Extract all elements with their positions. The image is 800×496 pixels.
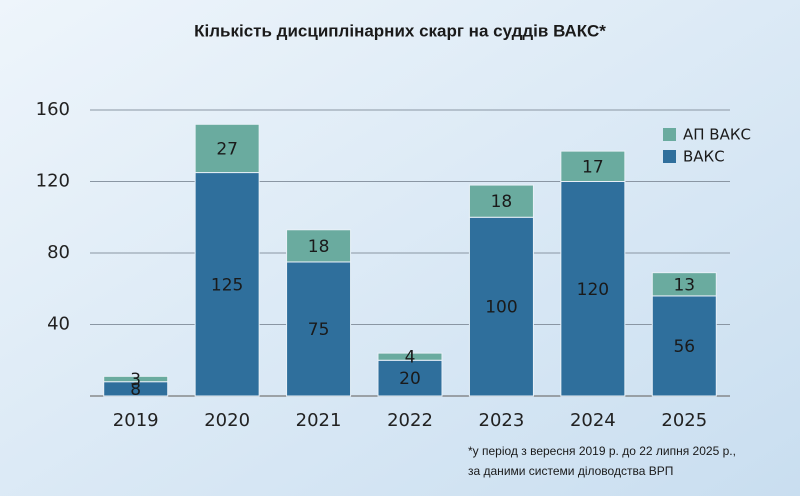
legend-swatch: [663, 128, 676, 141]
data-label: 120: [577, 280, 609, 300]
y-tick-label: 160: [36, 99, 70, 120]
bar-segment: [377, 352, 443, 361]
data-label: 75: [308, 320, 330, 340]
bar-segment: [560, 181, 626, 397]
bar-segment: [194, 123, 260, 174]
bar-segment: [286, 261, 352, 397]
x-tick-label: 2020: [204, 410, 250, 431]
bar-segment: [468, 216, 534, 397]
data-label: 13: [673, 275, 695, 295]
legend-swatch: [663, 150, 676, 163]
data-label: 18: [308, 237, 330, 257]
y-tick-label: 40: [47, 314, 70, 335]
footnote: *у період з вересня 2019 р. до 22 липня …: [468, 444, 736, 458]
data-label: 17: [582, 157, 604, 177]
x-tick-label: 2024: [570, 410, 616, 431]
bar-segment: [651, 272, 717, 297]
data-label: 8: [130, 380, 141, 400]
data-label: 3: [130, 370, 141, 390]
legend-label: АП ВАКС: [683, 126, 751, 144]
legend-label: ВАКС: [683, 148, 725, 166]
data-label: 100: [485, 298, 517, 318]
y-tick-label: 120: [36, 171, 70, 192]
data-label: 18: [491, 192, 513, 212]
bar-segment: [560, 150, 626, 183]
chart-title: Кількість дисциплінарних скарг на суддів…: [194, 21, 606, 40]
bar-segment: [468, 184, 534, 218]
bar-segment: [286, 229, 352, 263]
data-label: 125: [211, 275, 243, 295]
data-label: 27: [216, 139, 238, 159]
x-tick-label: 2023: [479, 410, 525, 431]
x-tick-label: 2025: [661, 410, 707, 431]
data-label: 20: [399, 369, 421, 389]
footnote: за даними системи діловодства ВРП: [468, 464, 673, 478]
x-tick-label: 2021: [296, 410, 342, 431]
data-label: 4: [405, 348, 416, 368]
x-tick-label: 2019: [113, 410, 159, 431]
data-label: 56: [673, 337, 695, 357]
bar-segment: [377, 359, 443, 397]
x-tick-label: 2022: [387, 410, 433, 431]
bar-segment: [194, 172, 260, 397]
bar-segment: [651, 295, 717, 397]
y-tick-label: 80: [47, 242, 70, 263]
bar-segment: [103, 375, 169, 383]
